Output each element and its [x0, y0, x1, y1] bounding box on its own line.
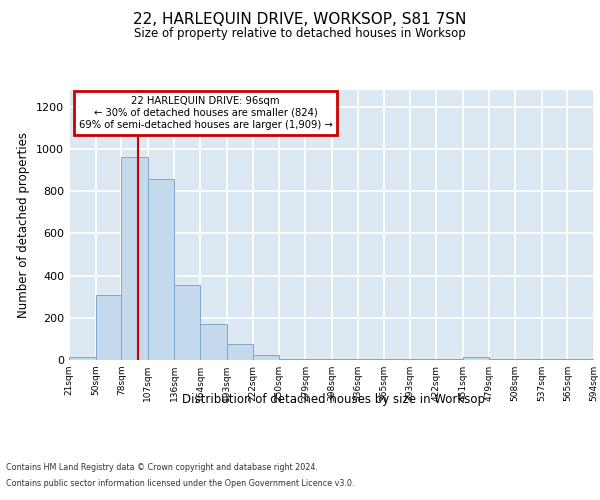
Text: Size of property relative to detached houses in Worksop: Size of property relative to detached ho…: [134, 28, 466, 40]
Y-axis label: Number of detached properties: Number of detached properties: [17, 132, 31, 318]
Bar: [358, 359, 384, 360]
Bar: [410, 359, 436, 360]
Bar: [332, 359, 358, 360]
Text: Contains public sector information licensed under the Open Government Licence v3: Contains public sector information licen…: [6, 479, 355, 488]
Bar: [175, 285, 200, 360]
Bar: [95, 294, 121, 360]
Text: Distribution of detached houses by size in Worksop: Distribution of detached houses by size …: [182, 392, 485, 406]
Bar: [305, 359, 332, 360]
Text: 22 HARLEQUIN DRIVE: 96sqm
← 30% of detached houses are smaller (824)
69% of semi: 22 HARLEQUIN DRIVE: 96sqm ← 30% of detac…: [79, 96, 332, 130]
Bar: [69, 357, 95, 360]
Bar: [436, 359, 463, 360]
Bar: [568, 359, 594, 360]
Bar: [148, 178, 175, 360]
Bar: [542, 359, 568, 360]
Bar: [121, 158, 148, 360]
Bar: [463, 357, 488, 360]
Text: 22, HARLEQUIN DRIVE, WORKSOP, S81 7SN: 22, HARLEQUIN DRIVE, WORKSOP, S81 7SN: [133, 12, 467, 28]
Bar: [253, 354, 279, 360]
Bar: [384, 359, 410, 360]
Bar: [515, 359, 542, 360]
Bar: [200, 324, 227, 360]
Bar: [488, 359, 515, 360]
Bar: [279, 359, 305, 360]
Text: Contains HM Land Registry data © Crown copyright and database right 2024.: Contains HM Land Registry data © Crown c…: [6, 462, 318, 471]
Bar: [227, 344, 253, 360]
